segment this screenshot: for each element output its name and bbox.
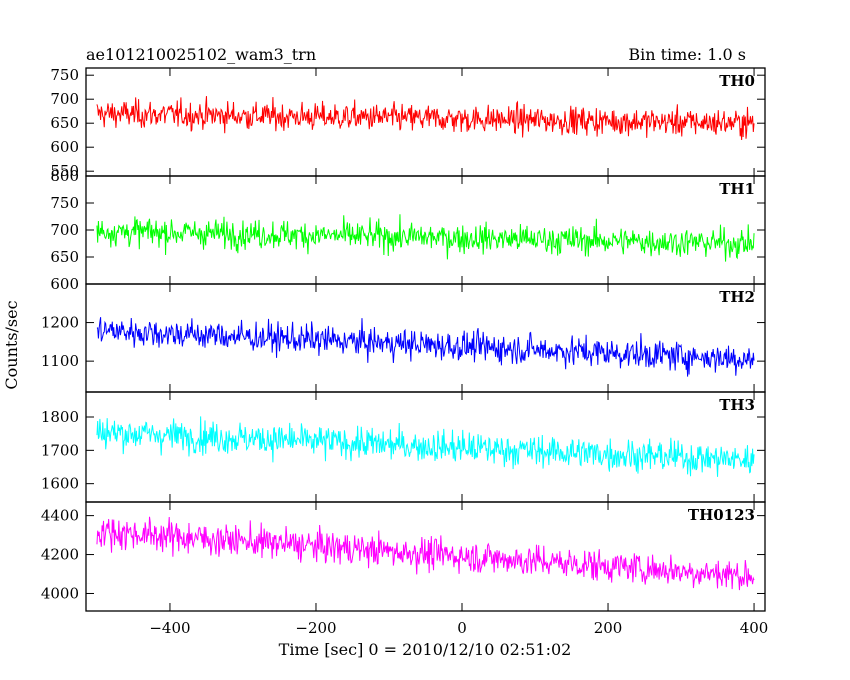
y-tick-label: 650 [50,114,79,132]
series-line-th1 [96,214,755,262]
series-line-th0 [96,96,755,141]
series-line-th2 [96,317,755,377]
y-tick-label: 1800 [41,408,79,426]
y-tick-label: 750 [50,194,79,212]
series-line-th0123 [96,516,755,591]
y-tick-label: 600 [50,138,79,156]
y-tick-label: 750 [50,66,79,84]
panel-th0123: 4000 4200 4400 TH0123 [41,501,766,612]
panel-th2: 1100 1200 TH2 [41,283,766,393]
y-tick-label: 4000 [41,584,79,602]
panel-label-th3: TH3 [719,396,755,414]
x-axis: −400 −200 0 200 400 [149,619,768,637]
y-tick-label: 4400 [41,507,79,525]
y-tick-label: 1200 [41,314,79,332]
x-tick-label: −200 [295,619,336,637]
y-tick-label: 1100 [41,352,79,370]
y-tick-label: 700 [50,221,79,239]
y-axis-title: Counts/sec [2,300,21,389]
panel-label-th1: TH1 [719,180,755,198]
panel-label-th0123: TH0123 [688,506,755,524]
panel-label-th2: TH2 [719,288,755,306]
y-tick-label: 1700 [41,441,79,459]
x-tick-label: 0 [457,619,467,637]
x-axis-title: Time [sec] 0 = 2010/12/10 02:51:02 [279,640,572,659]
panel-th3: 1600 1700 1800 TH3 [41,391,766,503]
x-tick-label: −400 [149,619,190,637]
y-tick-label: 650 [50,248,79,266]
bin-time-label: Bin time: 1.0 s [628,45,746,64]
y-tick-label: 1600 [41,475,79,493]
y-tick-label: 600 [50,275,79,293]
panel-frame [85,175,766,285]
y-tick-label: 4200 [41,546,79,564]
chart-title: ae101210025102_wam3_trn [86,45,316,64]
panel-th1: 600 650 700 750 800 TH1 [50,167,766,293]
x-tick-label: 200 [594,619,623,637]
y-tick-label: 550 [50,162,79,180]
y-tick-label: 800 [50,167,79,185]
x-tick-label: 400 [740,619,769,637]
panel-th0: 550 600 650 700 750 TH0 [50,66,766,180]
series-line-th3 [96,416,755,477]
y-tick-label: 700 [50,90,79,108]
panels: 550 600 650 700 750 TH0 600 650 700 750 800 TH1 1100… [41,66,766,612]
panel-label-th0: TH0 [719,72,755,90]
panel-frame [85,501,766,612]
